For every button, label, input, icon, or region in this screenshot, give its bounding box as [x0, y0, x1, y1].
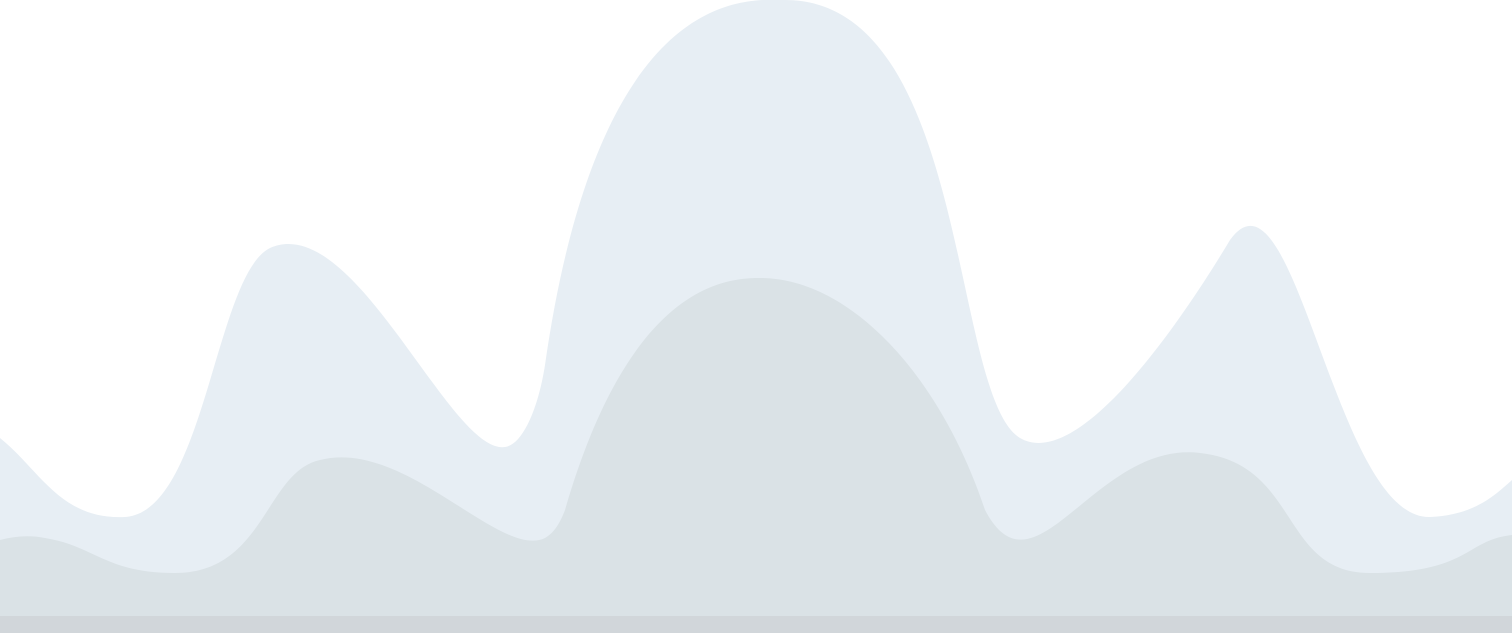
front-wave-shape	[0, 278, 1512, 633]
ground-strip	[0, 616, 1512, 633]
